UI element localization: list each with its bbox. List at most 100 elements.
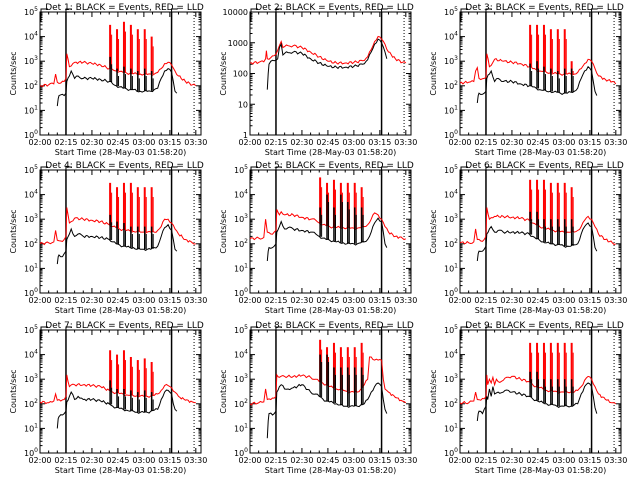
- x-tick-label: 02:00: [448, 296, 471, 305]
- x-tick-label: 02:00: [28, 296, 51, 305]
- y-axis-label: Counts/sec: [9, 51, 18, 95]
- plot-frame: [459, 11, 622, 136]
- y-tick-label: 104: [444, 189, 458, 200]
- x-tick-label: 02:00: [448, 456, 471, 465]
- x-tick-label: 02:15: [474, 456, 497, 465]
- interval-bracket: [65, 8, 72, 20]
- x-tick-label: 03:15: [158, 138, 181, 147]
- x-tick-label: 02:00: [448, 138, 471, 147]
- interval-bracket: [485, 8, 492, 20]
- events-series-line: [56, 223, 178, 265]
- y-tick-label: 101: [234, 262, 248, 273]
- y-tick-label: 102: [234, 398, 248, 409]
- x-tick-label: 03:00: [342, 296, 365, 305]
- lld-series-line: [459, 207, 616, 246]
- x-tick-label: 03:00: [342, 138, 365, 147]
- y-tick-label: 103: [234, 373, 248, 384]
- events-series-line: [56, 389, 178, 429]
- y-tick-label: 105: [24, 324, 38, 335]
- x-tick-label: 03:30: [604, 296, 627, 305]
- interval-bracket: [171, 326, 178, 338]
- y-tick-label: 102: [234, 238, 248, 249]
- x-tick-label: 03:00: [552, 138, 575, 147]
- x-tick-label: 02:30: [80, 296, 103, 305]
- chart-title: Det 1: BLACK = Events, RED = LLD: [45, 3, 204, 13]
- chart-title: Det 8: BLACK = Events, RED = LLD: [255, 321, 414, 331]
- x-tick-label: 02:45: [316, 296, 339, 305]
- x-axis-label: Start Time (28-May-03 01:58:20): [265, 306, 396, 315]
- y-tick-label: 105: [24, 164, 38, 175]
- interval-bracket: [275, 326, 282, 338]
- y-tick-label: 105: [444, 6, 458, 17]
- y-tick-label: 103: [444, 55, 458, 66]
- y-tick-label: 103: [234, 213, 248, 224]
- x-tick-label: 03:00: [132, 456, 155, 465]
- y-tick-label: 101: [444, 104, 458, 115]
- chart-title: Det 2: BLACK = Events, RED = LLD: [255, 3, 414, 13]
- y-tick-label: 102: [444, 238, 458, 249]
- interval-bracket: [591, 166, 598, 178]
- x-tick-label: 02:30: [500, 296, 523, 305]
- interval-bracket: [65, 326, 72, 338]
- y-tick-label: 100: [234, 447, 248, 458]
- x-tick-label: 02:00: [28, 138, 51, 147]
- x-tick-label: 03:15: [158, 456, 181, 465]
- x-tick-label: 02:15: [264, 456, 287, 465]
- y-tick-label: 101: [444, 262, 458, 273]
- x-axis-label: Start Time (28-May-03 01:58:20): [475, 306, 606, 315]
- x-tick-label: 03:30: [184, 138, 207, 147]
- y-tick-label: 102: [444, 80, 458, 91]
- x-tick-label: 03:30: [394, 456, 417, 465]
- chart-panel-det-8: Det 8: BLACK = Events, RED = LLD 100 101 10…: [219, 321, 417, 475]
- x-axis-label: Start Time (28-May-03 01:58:20): [55, 466, 186, 475]
- events-series-line: [476, 65, 598, 104]
- y-tick-label: 105: [234, 324, 248, 335]
- events-series-line: [476, 382, 598, 422]
- x-tick-label: 02:00: [28, 456, 51, 465]
- x-tick-label: 03:15: [158, 296, 181, 305]
- plot-frame: [459, 169, 622, 294]
- x-tick-label: 02:30: [290, 296, 313, 305]
- x-tick-label: 02:45: [526, 296, 549, 305]
- interval-bracket: [381, 166, 388, 178]
- x-tick-label: 03:15: [578, 296, 601, 305]
- y-axis-label: Counts/sec: [219, 209, 228, 253]
- x-tick-label: 02:45: [526, 138, 549, 147]
- x-tick-label: 03:30: [394, 138, 417, 147]
- interval-bracket: [65, 166, 72, 178]
- y-tick-label: 101: [234, 422, 248, 433]
- x-tick-label: 02:15: [264, 296, 287, 305]
- x-axis-label: Start Time (28-May-03 01:58:20): [475, 466, 606, 475]
- y-tick-label: 104: [24, 189, 38, 200]
- y-axis-label: Counts/sec: [429, 209, 438, 253]
- x-tick-label: 02:45: [106, 138, 129, 147]
- y-tick-label: 101: [24, 262, 38, 273]
- chart-panel-det-5: Det 5: BLACK = Events, RED = LLD 100 101 10…: [219, 161, 417, 315]
- x-tick-label: 03:30: [394, 296, 417, 305]
- chart-title: Det 5: BLACK = Events, RED = LLD: [255, 161, 414, 171]
- y-tick-label: 103: [24, 213, 38, 224]
- y-axis-label: Counts/sec: [219, 51, 228, 95]
- y-tick-label: 100: [24, 129, 38, 140]
- x-tick-label: 02:15: [54, 296, 77, 305]
- x-axis-label: Start Time (28-May-03 01:58:20): [55, 306, 186, 315]
- events-series-line: [266, 382, 388, 439]
- lld-series-line: [39, 374, 196, 405]
- y-tick-label: 104: [444, 31, 458, 42]
- events-series-line: [266, 38, 388, 90]
- chart-title: Det 9: BLACK = Events, RED = LLD: [465, 321, 624, 331]
- y-tick-label: 100: [233, 70, 248, 79]
- lld-series-line: [249, 356, 407, 406]
- x-axis-label: Start Time (28-May-03 01:58:20): [55, 148, 186, 157]
- plot-frame: [249, 11, 412, 136]
- x-tick-label: 03:15: [368, 296, 391, 305]
- interval-bracket: [381, 326, 388, 338]
- chart-title: Det 7: BLACK = Events, RED = LLD: [45, 321, 204, 331]
- x-tick-label: 03:15: [368, 456, 391, 465]
- events-series-line: [56, 67, 178, 107]
- y-axis-label: Counts/sec: [9, 369, 18, 413]
- events-series-line: [476, 222, 598, 262]
- y-tick-label: 103: [444, 373, 458, 384]
- y-axis-label: Counts/sec: [429, 51, 438, 95]
- x-tick-label: 02:15: [264, 138, 287, 147]
